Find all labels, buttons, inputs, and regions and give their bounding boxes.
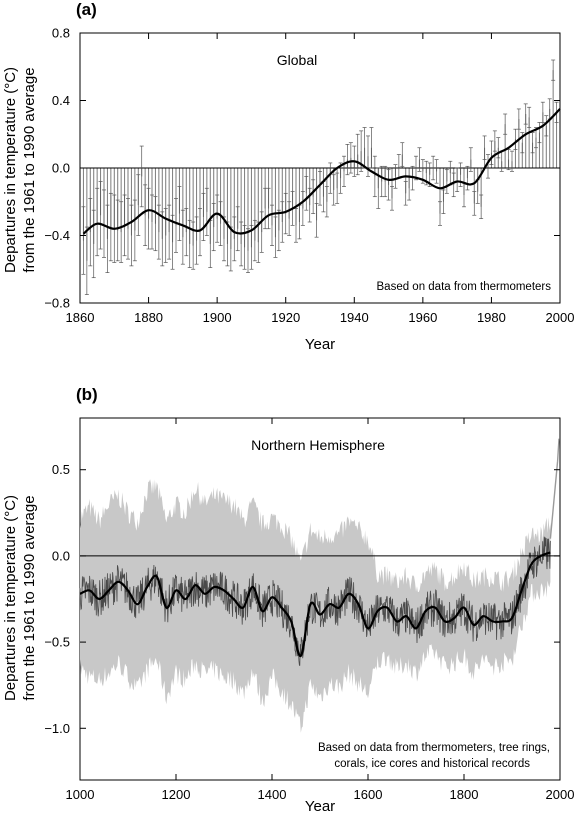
panel-a-global: (a) 0.8 0.4 0.0 −0.4 −0.8 1860 1880 1900 1920 19… xyxy=(2,0,574,353)
x-tick-label: 1920 xyxy=(271,310,300,325)
y-tick-label: 0.0 xyxy=(52,161,70,176)
y-tick-label: 0.8 xyxy=(52,26,70,41)
x-tick-label: 1860 xyxy=(66,310,95,325)
x-tick-label: 1800 xyxy=(450,787,479,802)
panel-a-y-axis-title-line1: Departures in temperature (°C) xyxy=(2,67,19,273)
panel-b-instrumental-record xyxy=(549,438,560,539)
x-tick-label: 1960 xyxy=(408,310,437,325)
panel-b-y-ticks: 0.5 0.0 −0.5 −1.0 xyxy=(44,462,560,736)
x-tick-label: 1000 xyxy=(66,787,95,802)
y-tick-label: −1.0 xyxy=(44,721,70,736)
x-tick-label: 1940 xyxy=(340,310,369,325)
panel-b-annual-reconstruction xyxy=(79,536,551,666)
panel-b-y-axis-title-line2: from the 1961 to 1990 average xyxy=(21,495,38,700)
panel-a-y-axis-title-line2: from the 1961 to 1990 average xyxy=(21,67,38,272)
panel-a-label: (a) xyxy=(76,0,97,19)
panel-b-y-axis-title-line1: Departures in temperature (°C) xyxy=(2,495,19,701)
y-tick-label: 0.5 xyxy=(52,462,70,477)
panel-a-x-ticks: 1860 1880 1900 1920 1940 1960 1980 2000 xyxy=(66,33,575,325)
panel-a-x-axis-title: Year xyxy=(305,336,335,353)
y-tick-label: 0.0 xyxy=(52,548,70,563)
x-tick-label: 1880 xyxy=(134,310,163,325)
x-tick-label: 1600 xyxy=(354,787,383,802)
panel-b-smoothed-curve xyxy=(79,551,551,658)
panel-b-label: (b) xyxy=(76,385,98,404)
y-tick-label: −0.4 xyxy=(44,228,70,243)
panel-b-x-ticks: 1000 1200 1400 1600 1800 2000 xyxy=(66,418,575,802)
panel-a-error-bars xyxy=(81,59,559,295)
y-tick-label: 0.4 xyxy=(52,93,70,108)
panel-b-source-note-line1: Based on data from thermometers, tree ri… xyxy=(318,742,550,754)
panel-a-source-note: Based on data from thermometers xyxy=(377,281,552,293)
panel-b-x-axis-title: Year xyxy=(305,798,335,814)
panel-a-y-ticks: 0.8 0.4 0.0 −0.4 −0.8 xyxy=(44,26,560,311)
panel-a-smoothed-curve xyxy=(82,108,561,235)
y-tick-label: −0.5 xyxy=(44,635,70,650)
x-tick-label: 1980 xyxy=(477,310,506,325)
panel-b-northern-hemisphere: (b) 0.5 0.0 −0.5 −1.0 1000 1200 1400 1600 1800 2… xyxy=(2,385,574,814)
x-tick-label: 1200 xyxy=(162,787,191,802)
x-tick-label: 2000 xyxy=(546,787,575,802)
x-tick-label: 1400 xyxy=(258,787,287,802)
panel-a-title: Global xyxy=(277,52,317,68)
x-tick-label: 1900 xyxy=(203,310,232,325)
y-tick-label: −0.8 xyxy=(44,296,70,311)
panel-b-source-note-line2: corals, ice cores and historical records xyxy=(334,758,530,770)
x-tick-label: 2000 xyxy=(546,310,575,325)
panel-b-title: Northern Hemisphere xyxy=(251,437,385,453)
